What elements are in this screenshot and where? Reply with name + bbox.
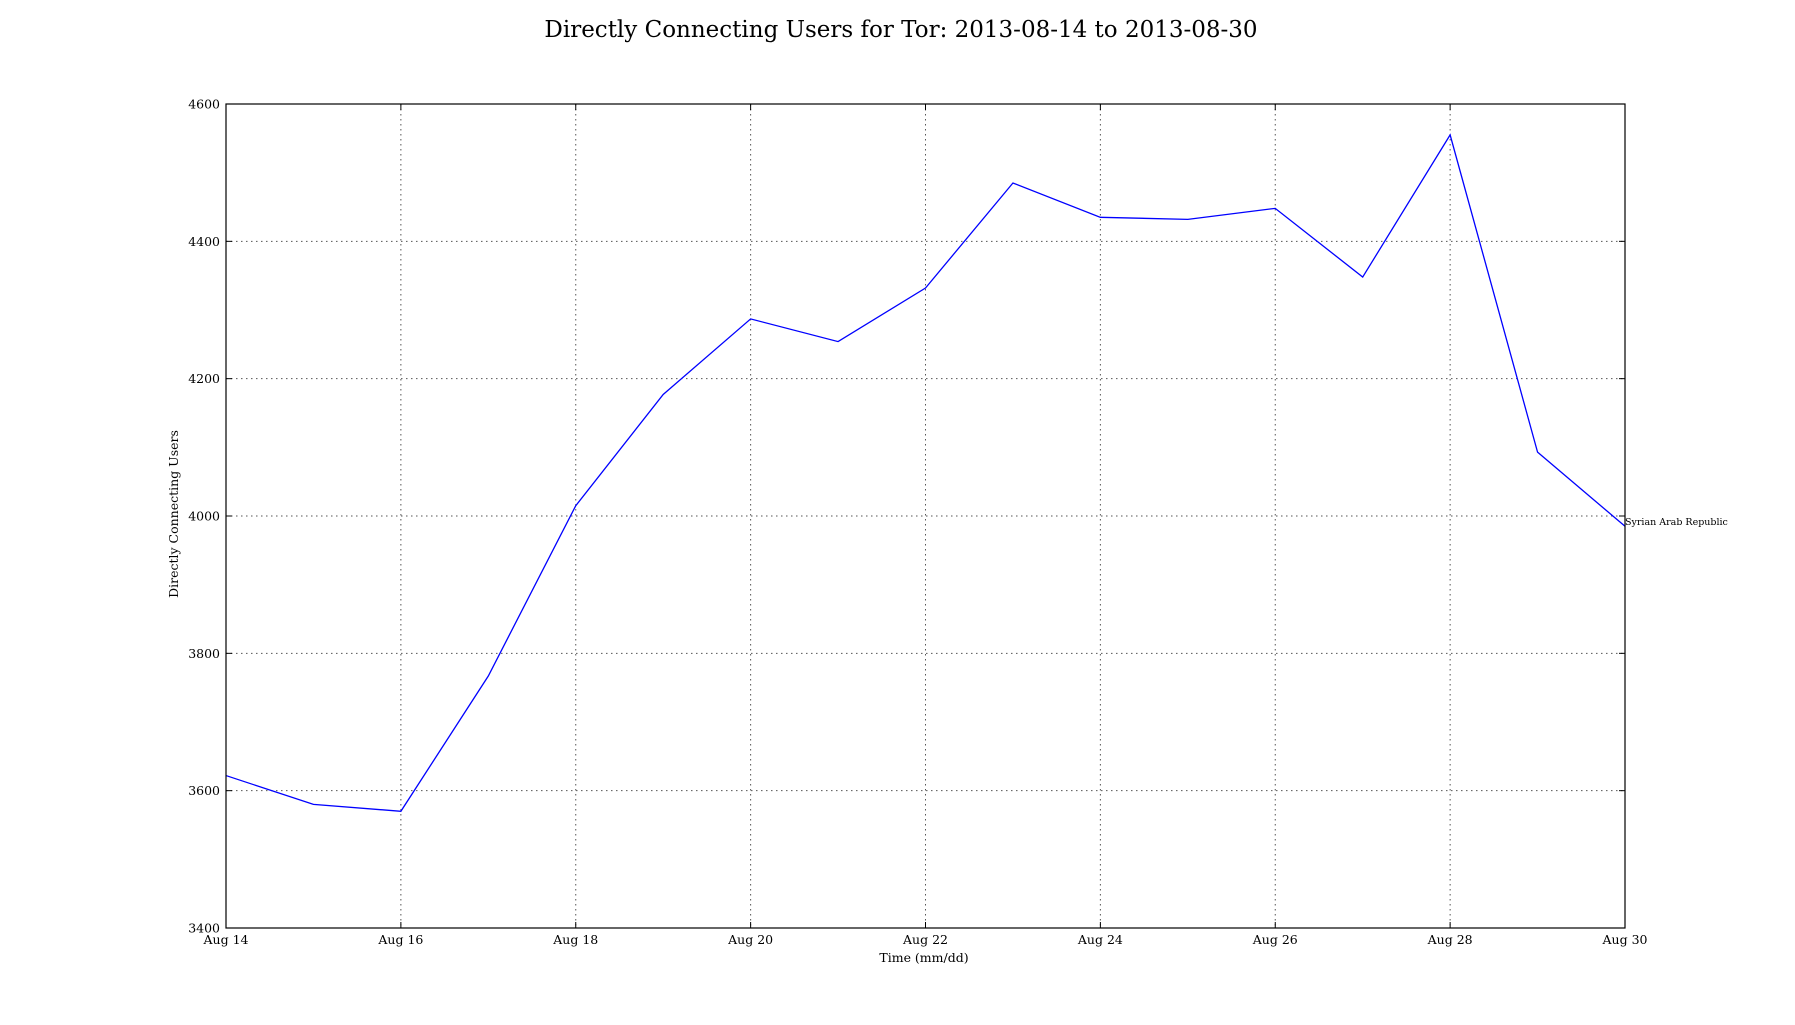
y-tick-label: 4400	[188, 234, 220, 249]
series-layer	[225, 133, 1626, 812]
x-tick-label: Aug 22	[902, 932, 948, 947]
y-tick-label: 3400	[188, 921, 220, 936]
x-tick-label: Aug 14	[203, 932, 249, 947]
y-tick-label: 4000	[188, 509, 220, 524]
x-tick-label: Aug 18	[552, 932, 598, 947]
series-annotations: Syrian Arab Republic	[1625, 517, 1728, 528]
x-axis-label: Time (mm/dd)	[879, 950, 968, 965]
y-tick-label: 3600	[188, 783, 220, 798]
chart-title: Directly Connecting Users for Tor: 2013-…	[544, 17, 1257, 43]
y-tick-label: 4600	[188, 97, 220, 112]
x-tick-label: Aug 26	[1252, 932, 1298, 947]
grid-lines	[226, 104, 1625, 928]
x-axis-tick-labels: Aug 14 Aug 16 Aug 18 Aug 20 Aug 22 Aug 24 Aug …	[203, 932, 1648, 947]
axis-ticks	[225, 103, 1626, 929]
x-tick-label: Aug 30	[1602, 932, 1648, 947]
x-tick-label: Aug 20	[727, 932, 773, 947]
series-line	[225, 133, 1626, 812]
y-axis-tick-labels: 3400 3600 3800 4000 4200 4400 4600	[188, 97, 220, 936]
y-tick-label: 4200	[188, 371, 220, 386]
y-axis-label: Directly Connecting Users	[166, 430, 181, 598]
y-tick-label: 3800	[188, 646, 220, 661]
x-tick-label: Aug 16	[377, 932, 423, 947]
x-tick-label: Aug 28	[1427, 932, 1473, 947]
x-tick-label: Aug 24	[1077, 932, 1123, 947]
series-name-annotation: Syrian Arab Republic	[1625, 517, 1728, 528]
